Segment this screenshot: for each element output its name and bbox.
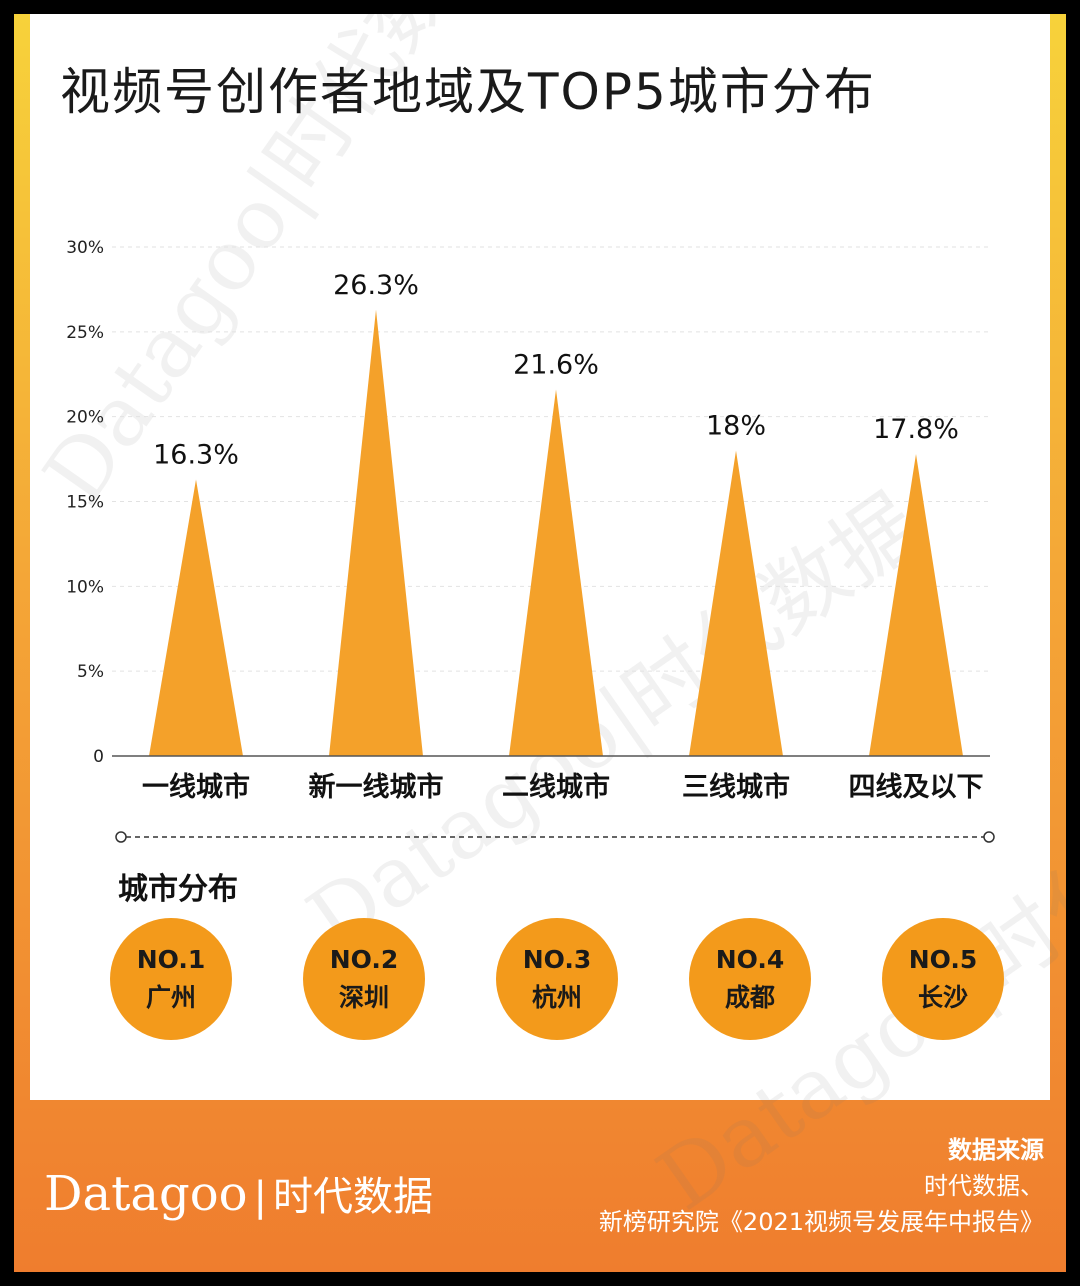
source-line: 时代数据、 — [924, 1172, 1044, 1200]
city-rank: NO.5 — [908, 945, 978, 974]
city-section-title: 城市分布 — [118, 872, 238, 907]
source-title: 数据来源 — [948, 1136, 1044, 1164]
y-tick-label: 0 — [93, 747, 104, 767]
page-title: 视频号创作者地域及TOP5城市分布 — [60, 63, 876, 121]
x-tick-label: 二线城市 — [502, 771, 610, 803]
city-rank: NO.3 — [522, 945, 592, 974]
data-label: 18% — [706, 411, 766, 442]
y-tick-label: 5% — [77, 662, 104, 682]
city-rank: NO.4 — [715, 945, 785, 974]
brand-name-en: Datagoo — [44, 1166, 248, 1222]
bars — [149, 309, 963, 756]
x-tick-label: 新一线城市 — [309, 771, 444, 803]
data-labels: 16.3% 26.3% 21.6% 18% 17.8% — [153, 270, 959, 471]
y-tick-label: 30% — [66, 238, 104, 258]
x-axis: 一线城市 新一线城市 二线城市 三线城市 四线及以下 — [142, 771, 984, 803]
bar-chart: 0 5% 10% 15% 20% 25% 30% 一线城市 新一线城市 二线城市 三线城市 四线及以… — [66, 238, 995, 843]
brand-name-cn: 时代数据 — [273, 1174, 434, 1220]
y-tick-label: 25% — [66, 323, 104, 343]
data-label: 21.6% — [513, 350, 599, 381]
city-rank: NO.1 — [136, 945, 206, 974]
bar — [149, 479, 243, 756]
data-label: 16.3% — [153, 439, 239, 470]
brand-separator: | — [253, 1174, 268, 1220]
x-tick-label: 一线城市 — [142, 771, 250, 803]
y-tick-label: 15% — [66, 493, 104, 513]
brand-logo: Datagoo | 时代数据 — [44, 1164, 433, 1222]
city-circle-2: NO.2 深圳 — [303, 918, 425, 1040]
bar — [509, 389, 603, 756]
grid-lines — [112, 246, 990, 672]
city-circle-4: NO.4 成都 — [689, 918, 811, 1040]
city-name: 成都 — [724, 983, 775, 1012]
city-name: 广州 — [145, 983, 196, 1012]
x-tick-label: 四线及以下 — [849, 772, 984, 803]
bar — [869, 453, 963, 756]
y-tick-label: 20% — [66, 408, 104, 428]
city-name: 杭州 — [531, 983, 582, 1012]
poster-frame: Datagoo|时代数据 Datagoo|时代数据 Datagoo|时代数据 视… — [14, 14, 1066, 1272]
city-rank: NO.2 — [329, 945, 399, 974]
y-axis: 0 5% 10% 15% 20% 25% 30% — [66, 238, 104, 767]
data-label: 26.3% — [333, 270, 419, 301]
city-circle-5: NO.5 长沙 — [882, 918, 1004, 1040]
y-tick-label: 10% — [66, 577, 104, 597]
x-tick-label: 三线城市 — [682, 771, 790, 803]
city-name: 深圳 — [338, 983, 389, 1012]
source-line: 新榜研究院《2021视频号发展年中报告》 — [598, 1208, 1044, 1236]
data-label: 17.8% — [873, 414, 959, 445]
city-name: 长沙 — [917, 983, 968, 1012]
city-circle-1: NO.1 广州 — [110, 918, 232, 1040]
divider — [115, 831, 995, 843]
data-source: 数据来源 时代数据、 新榜研究院《2021视频号发展年中报告》 — [599, 1132, 1044, 1240]
bar — [329, 309, 423, 756]
city-circle-3: NO.3 杭州 — [496, 918, 618, 1040]
bar — [689, 450, 783, 756]
